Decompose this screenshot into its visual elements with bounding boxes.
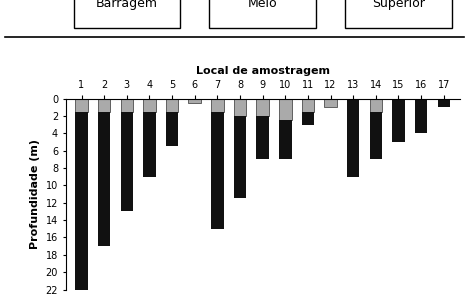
Bar [143,99,156,111]
Bar [257,99,269,116]
Bar [76,99,88,111]
Bar [166,111,178,146]
Bar [76,111,88,290]
Bar [279,120,292,159]
Bar [234,99,246,116]
Bar [279,99,292,120]
Y-axis label: Profundidade (m): Profundidade (m) [30,139,40,249]
Bar [211,111,224,229]
Bar [143,111,156,177]
Bar [302,99,314,111]
Bar [392,99,405,142]
Text: Meio: Meio [248,0,278,10]
Bar [347,99,359,177]
Bar [211,99,224,111]
Bar [98,111,110,246]
Text: Barragem: Barragem [96,0,158,10]
Bar [370,111,382,159]
Bar [98,99,110,111]
Text: Superior: Superior [372,0,425,10]
Bar [325,99,337,107]
Bar [121,99,133,111]
Bar [370,99,382,111]
Bar [415,99,427,133]
Bar [438,99,450,107]
Bar [189,99,201,103]
Bar [302,111,314,125]
Text: Local de amostragem: Local de amostragem [196,66,330,76]
Bar [257,116,269,159]
Bar [166,99,178,111]
Bar [234,116,246,198]
Bar [121,111,133,211]
